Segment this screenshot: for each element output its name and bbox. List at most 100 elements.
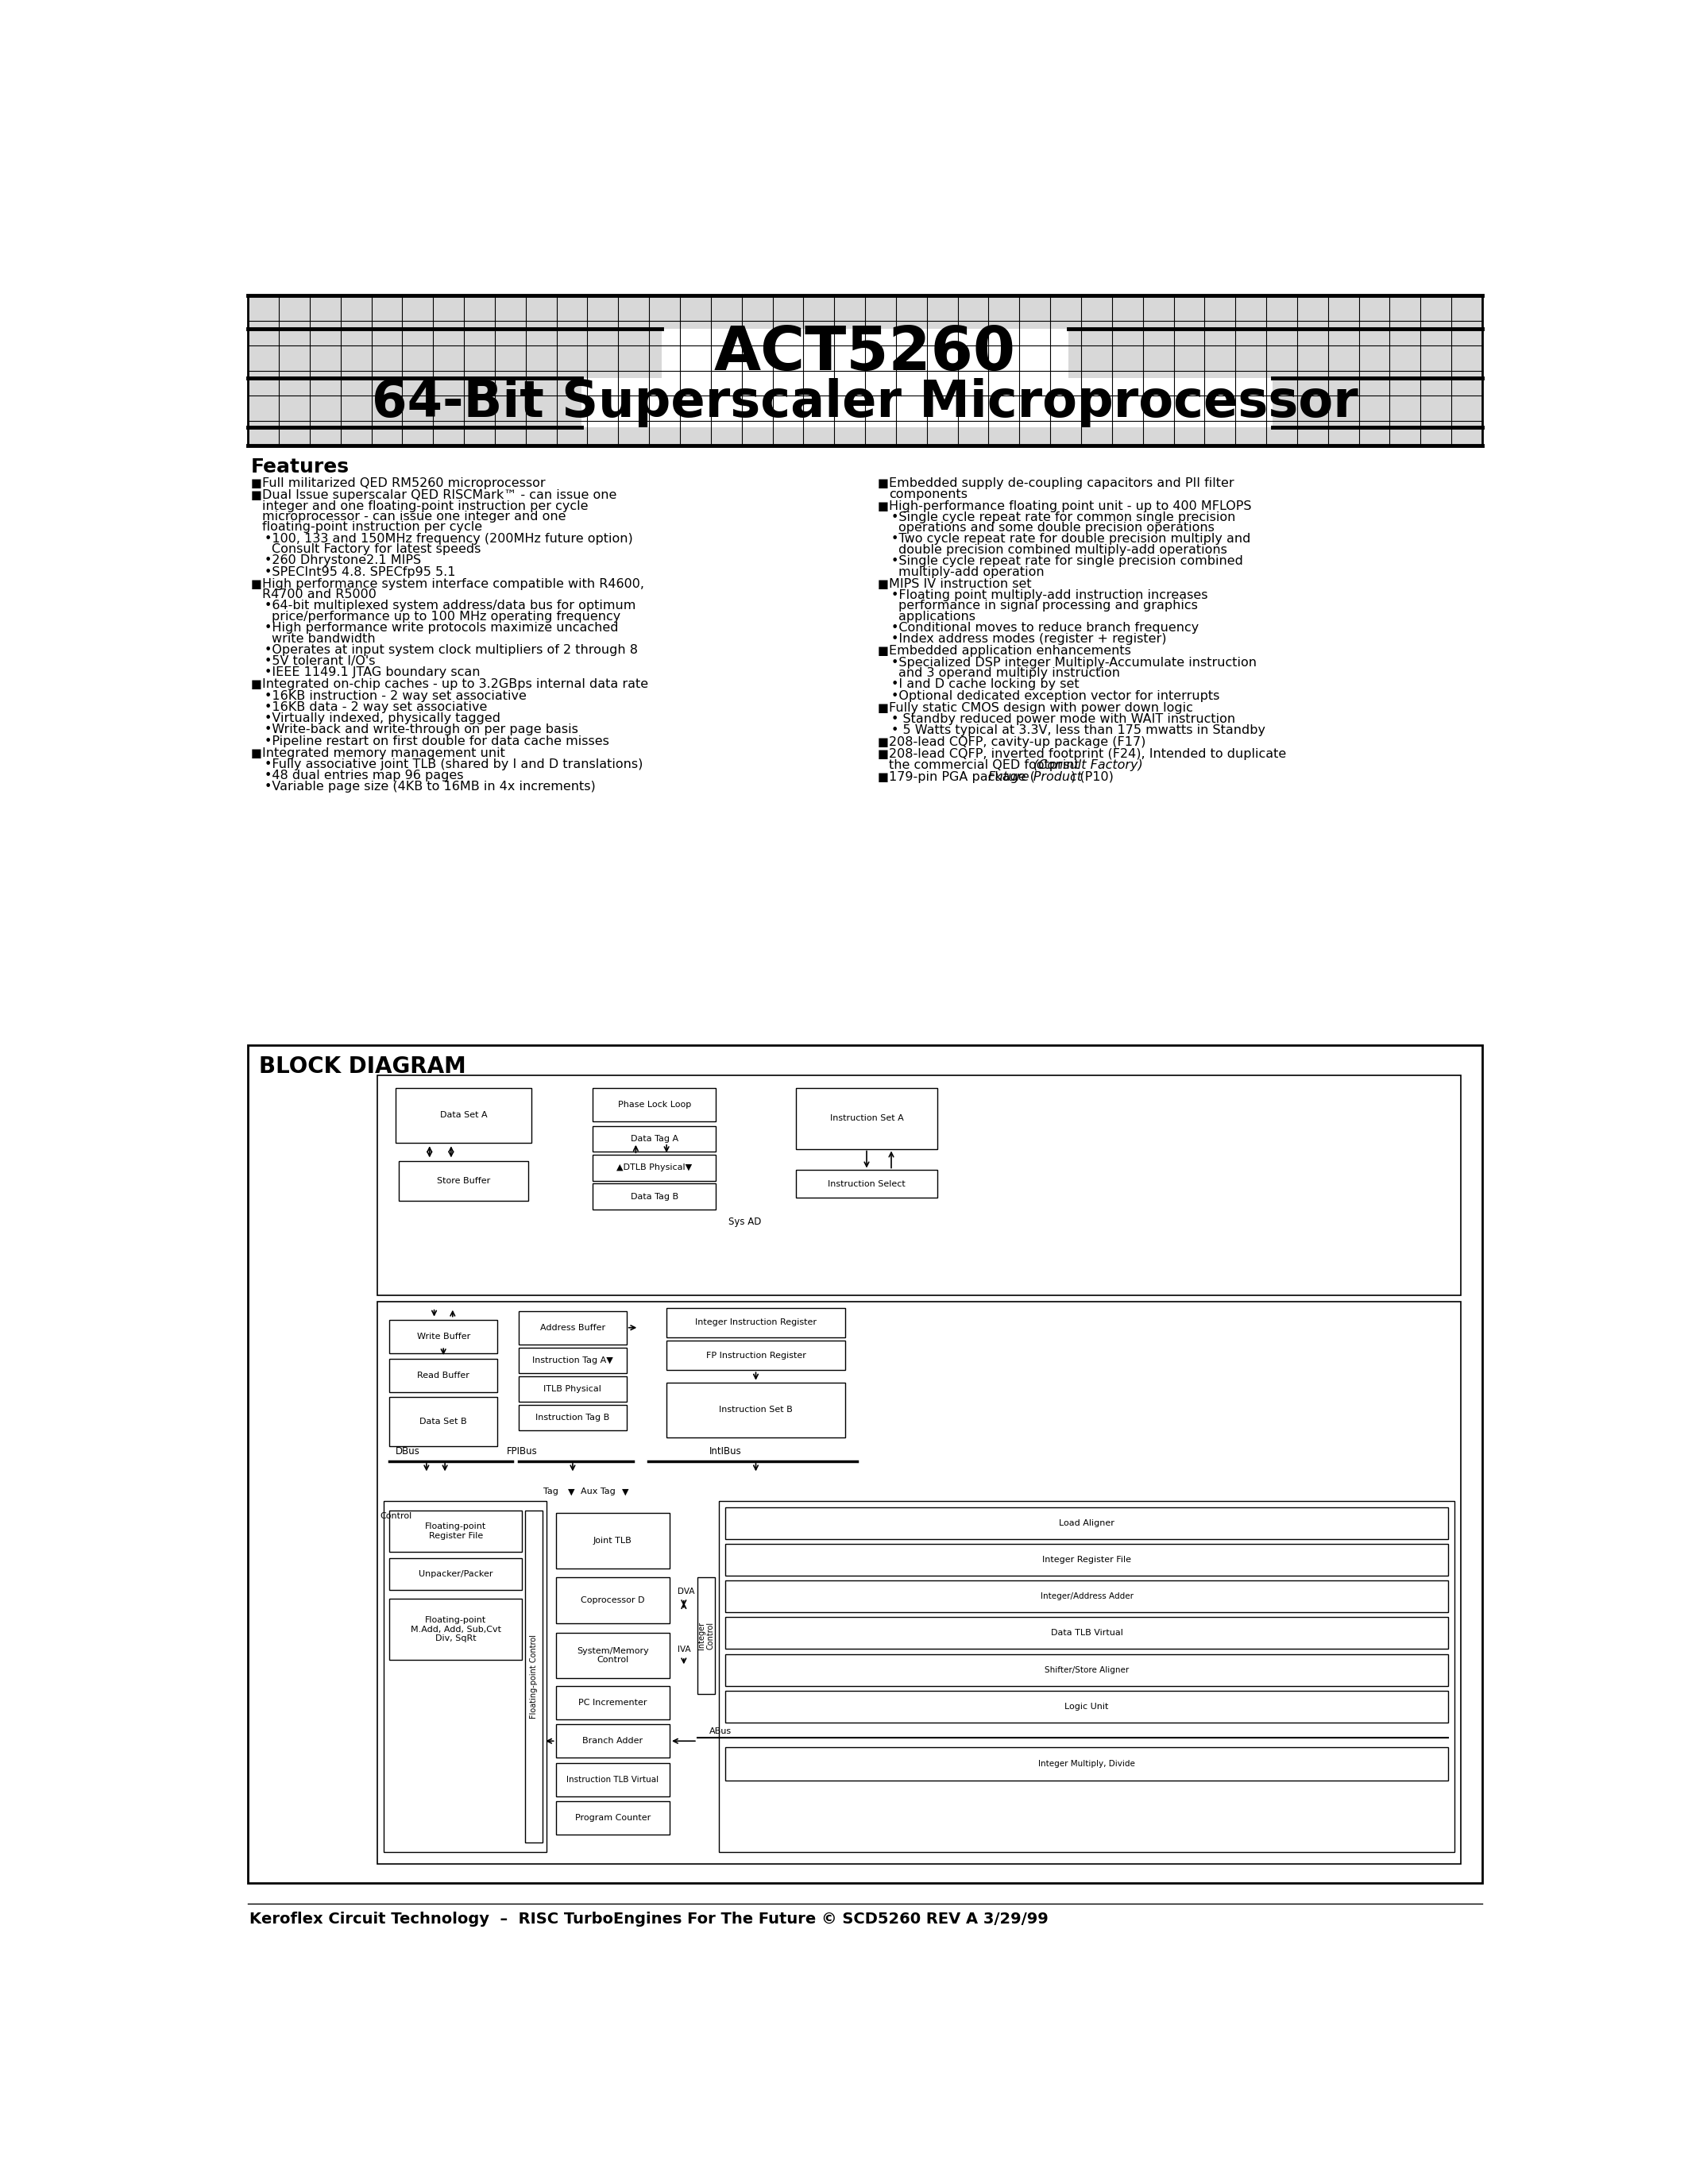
Bar: [390, 1599, 522, 1660]
Bar: [667, 1341, 846, 1369]
Text: Program Counter: Program Counter: [576, 1815, 650, 1821]
Bar: [592, 1155, 716, 1182]
Bar: [555, 1802, 670, 1835]
Bar: [795, 1088, 937, 1149]
Bar: [525, 1509, 542, 1843]
Text: FP Instruction Register: FP Instruction Register: [706, 1352, 805, 1358]
Text: Instruction TLB Virtual: Instruction TLB Virtual: [567, 1776, 658, 1784]
Text: Sys AD: Sys AD: [728, 1216, 761, 1227]
Text: •16KB data - 2 way set associative: •16KB data - 2 way set associative: [265, 701, 488, 712]
Text: ■: ■: [878, 500, 890, 511]
Bar: [398, 1162, 528, 1201]
Text: components: components: [890, 487, 967, 500]
Text: applications: applications: [898, 612, 976, 622]
Text: performance in signal processing and graphics: performance in signal processing and gra…: [898, 601, 1198, 612]
Text: Instruction Select: Instruction Select: [827, 1179, 905, 1188]
Text: •Single cycle repeat rate for common single precision: •Single cycle repeat rate for common sin…: [891, 511, 1236, 524]
Text: Load Aligner: Load Aligner: [1058, 1520, 1114, 1527]
Text: Integer Instruction Register: Integer Instruction Register: [695, 1319, 817, 1326]
Text: •100, 133 and 150MHz frequency (200MHz future option): •100, 133 and 150MHz frequency (200MHz f…: [265, 533, 633, 544]
Bar: [581, 378, 1273, 428]
Bar: [518, 1310, 626, 1345]
Text: • 5 Watts typical at 3.3V, less than 175 mwatts in Standby: • 5 Watts typical at 3.3V, less than 175…: [891, 725, 1266, 736]
Text: •64-bit multiplexed system address/data bus for optimum: •64-bit multiplexed system address/data …: [265, 601, 636, 612]
Bar: [518, 1404, 626, 1431]
Text: Integrated on-chip caches - up to 3.2GBps internal data rate: Integrated on-chip caches - up to 3.2GBp…: [262, 679, 648, 690]
Bar: [726, 1747, 1448, 1780]
Text: ▼: ▼: [623, 1487, 630, 1496]
Text: ■: ■: [252, 579, 262, 590]
Bar: [592, 1127, 716, 1151]
Text: ▼: ▼: [569, 1487, 576, 1496]
Text: multiply-add operation: multiply-add operation: [898, 566, 1045, 579]
Text: R4700 and R5000: R4700 and R5000: [262, 590, 376, 601]
Bar: [667, 1382, 846, 1437]
Text: Data Tag A: Data Tag A: [630, 1136, 679, 1142]
Text: Features: Features: [252, 459, 349, 476]
Text: •Index address modes (register + register): •Index address modes (register + registe…: [891, 633, 1166, 644]
Bar: [592, 1088, 716, 1120]
Bar: [383, 1500, 547, 1852]
Text: Data Set A: Data Set A: [439, 1112, 488, 1118]
Bar: [555, 1686, 670, 1719]
Bar: [390, 1557, 522, 1590]
Bar: [726, 1507, 1448, 1540]
Text: operations and some double precision operations: operations and some double precision ope…: [898, 522, 1215, 533]
Bar: [555, 1514, 670, 1568]
Text: High-performance floating point unit - up to 400 MFLOPS: High-performance floating point unit - u…: [890, 500, 1251, 511]
Text: FPIBus: FPIBus: [506, 1446, 537, 1457]
Text: •Variable page size (4KB to 16MB in 4x increments): •Variable page size (4KB to 16MB in 4x i…: [265, 782, 596, 793]
Bar: [248, 1044, 1482, 1883]
Text: Κeroflex Circuit Technology  –  RISC TurboEngines For The Future © SCD5260 REV A: Κeroflex Circuit Technology – RISC Turbo…: [250, 1911, 1048, 1926]
Bar: [390, 1509, 522, 1553]
Text: Control: Control: [380, 1511, 412, 1520]
Bar: [376, 1075, 1460, 1295]
Bar: [726, 1581, 1448, 1612]
Bar: [662, 328, 1069, 378]
Text: System/Memory
Control: System/Memory Control: [577, 1647, 648, 1664]
Text: 64-Bit Superscaler Microprocessor: 64-Bit Superscaler Microprocessor: [371, 378, 1359, 428]
Text: ■: ■: [878, 579, 890, 590]
Text: Unpacker/Packer: Unpacker/Packer: [419, 1570, 493, 1577]
Bar: [697, 1577, 714, 1693]
Text: BLOCK DIAGRAM: BLOCK DIAGRAM: [258, 1055, 466, 1079]
Text: Integer/Address Adder: Integer/Address Adder: [1040, 1592, 1133, 1601]
Text: Embedded supply de-coupling capacitors and PII filter: Embedded supply de-coupling capacitors a…: [890, 478, 1234, 489]
Text: Write Buffer: Write Buffer: [417, 1332, 469, 1341]
Text: •Pipeline restart on first double for data cache misses: •Pipeline restart on first double for da…: [265, 736, 609, 747]
Text: Instruction Set B: Instruction Set B: [719, 1406, 793, 1413]
Text: Tag: Tag: [544, 1487, 559, 1496]
Text: price/performance up to 100 MHz operating frequency: price/performance up to 100 MHz operatin…: [272, 612, 621, 622]
Bar: [555, 1762, 670, 1797]
Text: •Two cycle repeat rate for double precision multiply and: •Two cycle repeat rate for double precis…: [891, 533, 1251, 546]
Bar: [719, 1500, 1455, 1852]
Text: Floating-point
M.Add, Add, Sub,Cvt
Div, SqRt: Floating-point M.Add, Add, Sub,Cvt Div, …: [410, 1616, 501, 1642]
Text: Integrated memory management unit: Integrated memory management unit: [262, 747, 505, 758]
Text: the commercial QED footprint: the commercial QED footprint: [890, 760, 1084, 771]
Text: integer and one floating-point instruction per cycle: integer and one floating-point instructi…: [262, 500, 587, 511]
Text: ■: ■: [878, 771, 890, 782]
Bar: [395, 1088, 532, 1142]
Text: •High performance write protocols maximize uncached: •High performance write protocols maximi…: [265, 622, 618, 633]
Text: Embedded application enhancements: Embedded application enhancements: [890, 644, 1131, 657]
Bar: [726, 1544, 1448, 1575]
Text: Full militarized QED RM5260 microprocessor: Full militarized QED RM5260 microprocess…: [262, 478, 545, 489]
Bar: [390, 1319, 498, 1354]
Bar: [592, 1184, 716, 1210]
Text: IVA: IVA: [677, 1645, 690, 1653]
Text: Coprocessor D: Coprocessor D: [581, 1597, 645, 1605]
Text: Future Product: Future Product: [989, 771, 1082, 782]
Text: ) (P10): ) (P10): [1070, 771, 1112, 782]
Text: 208-lead CQFP, inverted footprint (F24), Intended to duplicate: 208-lead CQFP, inverted footprint (F24),…: [890, 749, 1286, 760]
Text: ACT5260: ACT5260: [714, 323, 1016, 382]
Text: •16KB instruction - 2 way set associative: •16KB instruction - 2 way set associativ…: [265, 690, 527, 701]
Text: ■: ■: [878, 736, 890, 749]
Text: •48 dual entries map 96 pages: •48 dual entries map 96 pages: [265, 769, 464, 782]
Text: Read Buffer: Read Buffer: [417, 1372, 469, 1380]
Bar: [555, 1631, 670, 1677]
Bar: [390, 1358, 498, 1391]
Bar: [726, 1653, 1448, 1686]
Text: Consult Factory for latest speeds: Consult Factory for latest speeds: [272, 544, 481, 555]
Text: Integer Register File: Integer Register File: [1041, 1555, 1131, 1564]
Text: Instruction Tag B: Instruction Tag B: [535, 1413, 609, 1422]
